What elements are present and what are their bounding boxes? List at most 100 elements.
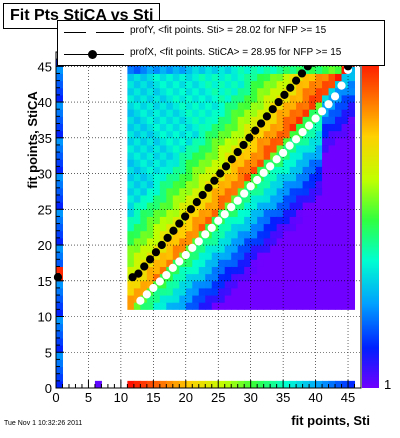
heatmap-cell [283,245,291,253]
y-tick-label: 25 [38,202,52,217]
heatmap-cell [224,109,232,117]
heatmap-cell [192,223,200,232]
heatmap-cell [127,187,135,196]
heatmap-cell [185,173,193,182]
heatmap-cell [205,302,213,310]
heatmap-cell [302,137,310,146]
heatmap-cell [289,166,297,175]
heatmap-cell [56,323,63,332]
heatmap-cell [283,237,291,246]
heatmap-cell [244,66,252,74]
heatmap-cell [348,223,356,232]
heatmap-cell [231,130,239,139]
heatmap-cell [341,273,349,282]
heatmap-cell [283,159,291,167]
heatmap-cell [166,137,174,146]
heatmap-cell [211,266,219,275]
heatmap-cell [296,287,304,296]
heatmap-cell [263,187,271,196]
heatmap-cell [198,259,206,267]
heatmap-cell [276,73,284,82]
heatmap-cell [231,216,239,225]
heatmap-cell [179,273,187,282]
heatmap-cell [335,87,343,96]
heatmap-cell [127,159,135,167]
heatmap-cell [127,109,135,117]
heatmap-cell [276,80,284,89]
heatmap-cell [56,373,63,382]
heatmap-cell [140,187,148,196]
heatmap-cell [328,216,336,225]
heatmap-cell [205,287,213,296]
heatmap-cell [289,223,297,232]
heatmap-cell [283,109,291,117]
heatmap-cell [309,216,317,225]
heatmap-cell [322,194,330,203]
x-tick-label: 10 [114,390,128,405]
x-tick-label: 15 [146,390,160,405]
heatmap-cell [270,295,278,303]
heatmap-cell [185,209,193,217]
heatmap-cell [224,295,232,303]
heatmap-cell [270,80,278,89]
heatmap-cell [315,94,323,103]
heatmap-cell [328,202,336,210]
heatmap-cell [309,87,317,96]
heatmap-cell [172,159,180,167]
heatmap-cell [237,380,245,389]
heatmap-cell [276,166,284,175]
heatmap-cell [56,337,63,346]
heatmap-cell [250,159,258,167]
heatmap-cell [172,102,180,110]
series-point-profY [201,230,210,239]
heatmap-cell [244,116,252,124]
heatmap-cell [133,73,141,82]
heatmap-cell [218,159,226,167]
heatmap-cell [315,173,323,182]
heatmap-cell [289,123,297,132]
heatmap-cell [257,130,265,139]
heatmap-cell [302,87,310,96]
heatmap-cell [244,259,252,267]
heatmap-cell [133,230,141,239]
heatmap-cell [166,159,174,167]
heatmap-cell [224,245,232,253]
series-point-profX [221,162,231,171]
heatmap-cell [322,252,330,260]
heatmap-cell [335,287,343,296]
heatmap-cell [276,66,284,74]
heatmap-cell [250,66,258,74]
heatmap-cell [263,94,271,103]
heatmap-cell [250,295,258,303]
heatmap-cell [224,216,232,225]
heatmap-cell [133,259,141,267]
heatmap-cell [257,80,265,89]
series-point-profX [274,97,283,107]
series-point-profX [192,198,201,207]
series-point-profY [155,277,164,286]
heatmap-cell [302,287,310,296]
heatmap-cell [231,259,239,267]
heatmap-cell [237,116,245,124]
heatmap-cell [309,252,317,260]
heatmap-cell [140,66,148,74]
heatmap-cell [348,230,356,239]
series-point-profX [181,212,190,221]
heatmap-cell [315,230,323,239]
heatmap-cell [218,102,226,110]
heatmap-cell [185,287,193,296]
heatmap-cell [283,116,291,124]
heatmap-cell [205,94,213,103]
heatmap-cell [302,166,310,175]
heatmap-cell [198,159,206,167]
heatmap-cell [159,252,167,260]
heatmap-cell [289,202,297,210]
heatmap-cell [224,66,232,74]
heatmap-cell [140,173,148,182]
heatmap-cell [218,87,226,96]
heatmap-cell [244,87,252,96]
heatmap-cell [335,380,343,389]
heatmap-cell [56,366,63,375]
heatmap-cell [133,380,141,389]
heatmap-cell [257,202,265,210]
